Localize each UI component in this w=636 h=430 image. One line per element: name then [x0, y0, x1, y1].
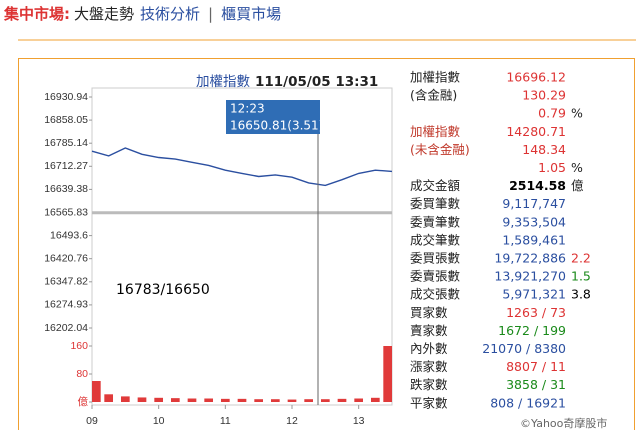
nav-item: 集中市場:	[3, 5, 70, 23]
plot-frame	[91, 87, 393, 406]
volume-bar	[320, 399, 330, 402]
row-value: 5,971,321	[502, 287, 566, 302]
row-value: 0.79	[538, 106, 566, 121]
volume-bar	[104, 394, 114, 402]
row-label: 內外數	[410, 341, 448, 356]
row-label: (未含金融)	[410, 142, 470, 157]
x-tick-label: 09	[86, 415, 98, 427]
row-label: 跌家數	[410, 377, 448, 392]
y-tick-label: 16420.76	[44, 252, 88, 264]
volume-bar	[170, 398, 180, 402]
row-label: 委買筆數	[410, 196, 461, 211]
volume-bar	[237, 398, 247, 402]
y-tick-label: 16493.6	[50, 229, 88, 241]
volume-bar	[254, 399, 264, 402]
row-value: 130.29	[522, 88, 566, 103]
row-extra: %	[571, 106, 583, 121]
volume-bar	[137, 397, 147, 402]
row-label: 委賣張數	[410, 269, 461, 284]
row-value: 21070 / 8380	[482, 341, 566, 356]
row-label: 委賣筆數	[410, 214, 461, 229]
volume-bar	[220, 398, 230, 402]
row-label: 平家數	[410, 395, 448, 410]
row-label: 委買張數	[410, 251, 461, 266]
volume-bar	[120, 396, 130, 402]
annotation: 16783/16650	[116, 282, 210, 298]
row-extra: 3.8	[571, 287, 591, 302]
volume-bar	[204, 398, 214, 402]
row-value: 1.05	[538, 160, 566, 175]
row-value: 1,589,461	[502, 232, 566, 247]
y-tick-label: 16347.82	[44, 276, 88, 288]
panel-box	[18, 58, 635, 430]
volume-bar	[92, 381, 101, 402]
y-tick-label: 16785.14	[44, 137, 88, 149]
y-tick-label: 16202.04	[44, 322, 88, 334]
volume-bar	[287, 399, 297, 402]
volume-tick-label: 80	[76, 368, 88, 380]
nav-bar: 集中市場: 大盤走勢 技術分析 | 櫃買市場	[3, 5, 281, 23]
tooltip-box	[226, 100, 320, 134]
volume-bar	[337, 398, 347, 402]
row-label: 成交張數	[410, 287, 461, 302]
row-value: 19,722,886	[494, 251, 566, 266]
volume-bar	[370, 397, 380, 402]
row-value: 9,353,504	[502, 214, 566, 229]
nav-item[interactable]: 櫃買市場	[221, 5, 281, 23]
y-tick-label: 16639.38	[44, 183, 88, 195]
nav-item: 大盤走勢	[74, 5, 134, 23]
footer: ©Yahoo奇摩股市	[520, 416, 607, 430]
row-value: 9,117,747	[502, 196, 566, 211]
row-value: 2514.58	[509, 178, 566, 193]
y-tick-label: 16930.94	[44, 91, 88, 103]
volume-bar	[383, 346, 392, 402]
volume-bar	[354, 398, 364, 402]
row-value: 14280.71	[506, 124, 566, 139]
row-value: 808 / 16921	[490, 395, 566, 410]
y-tick-label: 16565.83	[44, 206, 88, 218]
row-label: 加權指數	[410, 124, 461, 139]
row-value: 16696.12	[506, 70, 566, 85]
row-label: 買家數	[410, 305, 448, 320]
row-label: 成交筆數	[410, 232, 461, 247]
index-line	[91, 147, 393, 187]
volume-bar	[187, 398, 197, 402]
row-label: 加權指數	[410, 70, 461, 85]
row-extra: 2.2	[571, 251, 591, 266]
row-extra: %	[571, 160, 583, 175]
row-value: 148.34	[522, 142, 566, 157]
row-value: 13,921,270	[494, 269, 566, 284]
row-label: 賣家數	[410, 323, 448, 338]
row-value: 8807 / 11	[506, 359, 566, 374]
row-value: 1672 / 199	[498, 323, 566, 338]
row-label: 漲家數	[410, 359, 448, 374]
row-label: (含金融)	[410, 88, 457, 103]
y-tick-label: 16712.27	[44, 160, 88, 172]
x-tick-label: 11	[220, 415, 231, 427]
y-tick-label: 16274.93	[44, 299, 88, 311]
row-extra: 1.5	[571, 269, 591, 284]
y-tick-label: 16858.05	[44, 114, 88, 126]
row-label: 成交金額	[410, 178, 461, 193]
volume-tick-label: 160	[70, 340, 88, 352]
row-value: 1263 / 73	[506, 305, 566, 320]
x-tick-label: 10	[153, 415, 165, 427]
tooltip-time: 12:23	[230, 102, 265, 116]
row-value: 3858 / 31	[506, 377, 566, 392]
chart-subtitle: 111/05/05 13:31	[255, 74, 378, 90]
volume-bar	[154, 397, 164, 402]
nav-item: |	[208, 5, 213, 23]
volume-bar	[270, 399, 280, 402]
nav-item[interactable]: 技術分析	[140, 5, 200, 23]
chart-title: 加權指數	[196, 74, 250, 90]
x-tick-label: 12	[286, 415, 298, 427]
row-extra: 億	[571, 178, 584, 193]
tooltip-value: 16650.81(3.51)	[230, 119, 323, 133]
volume-tick-label: 億	[78, 395, 89, 408]
x-tick-label: 13	[353, 415, 365, 427]
volume-bar	[304, 399, 314, 402]
